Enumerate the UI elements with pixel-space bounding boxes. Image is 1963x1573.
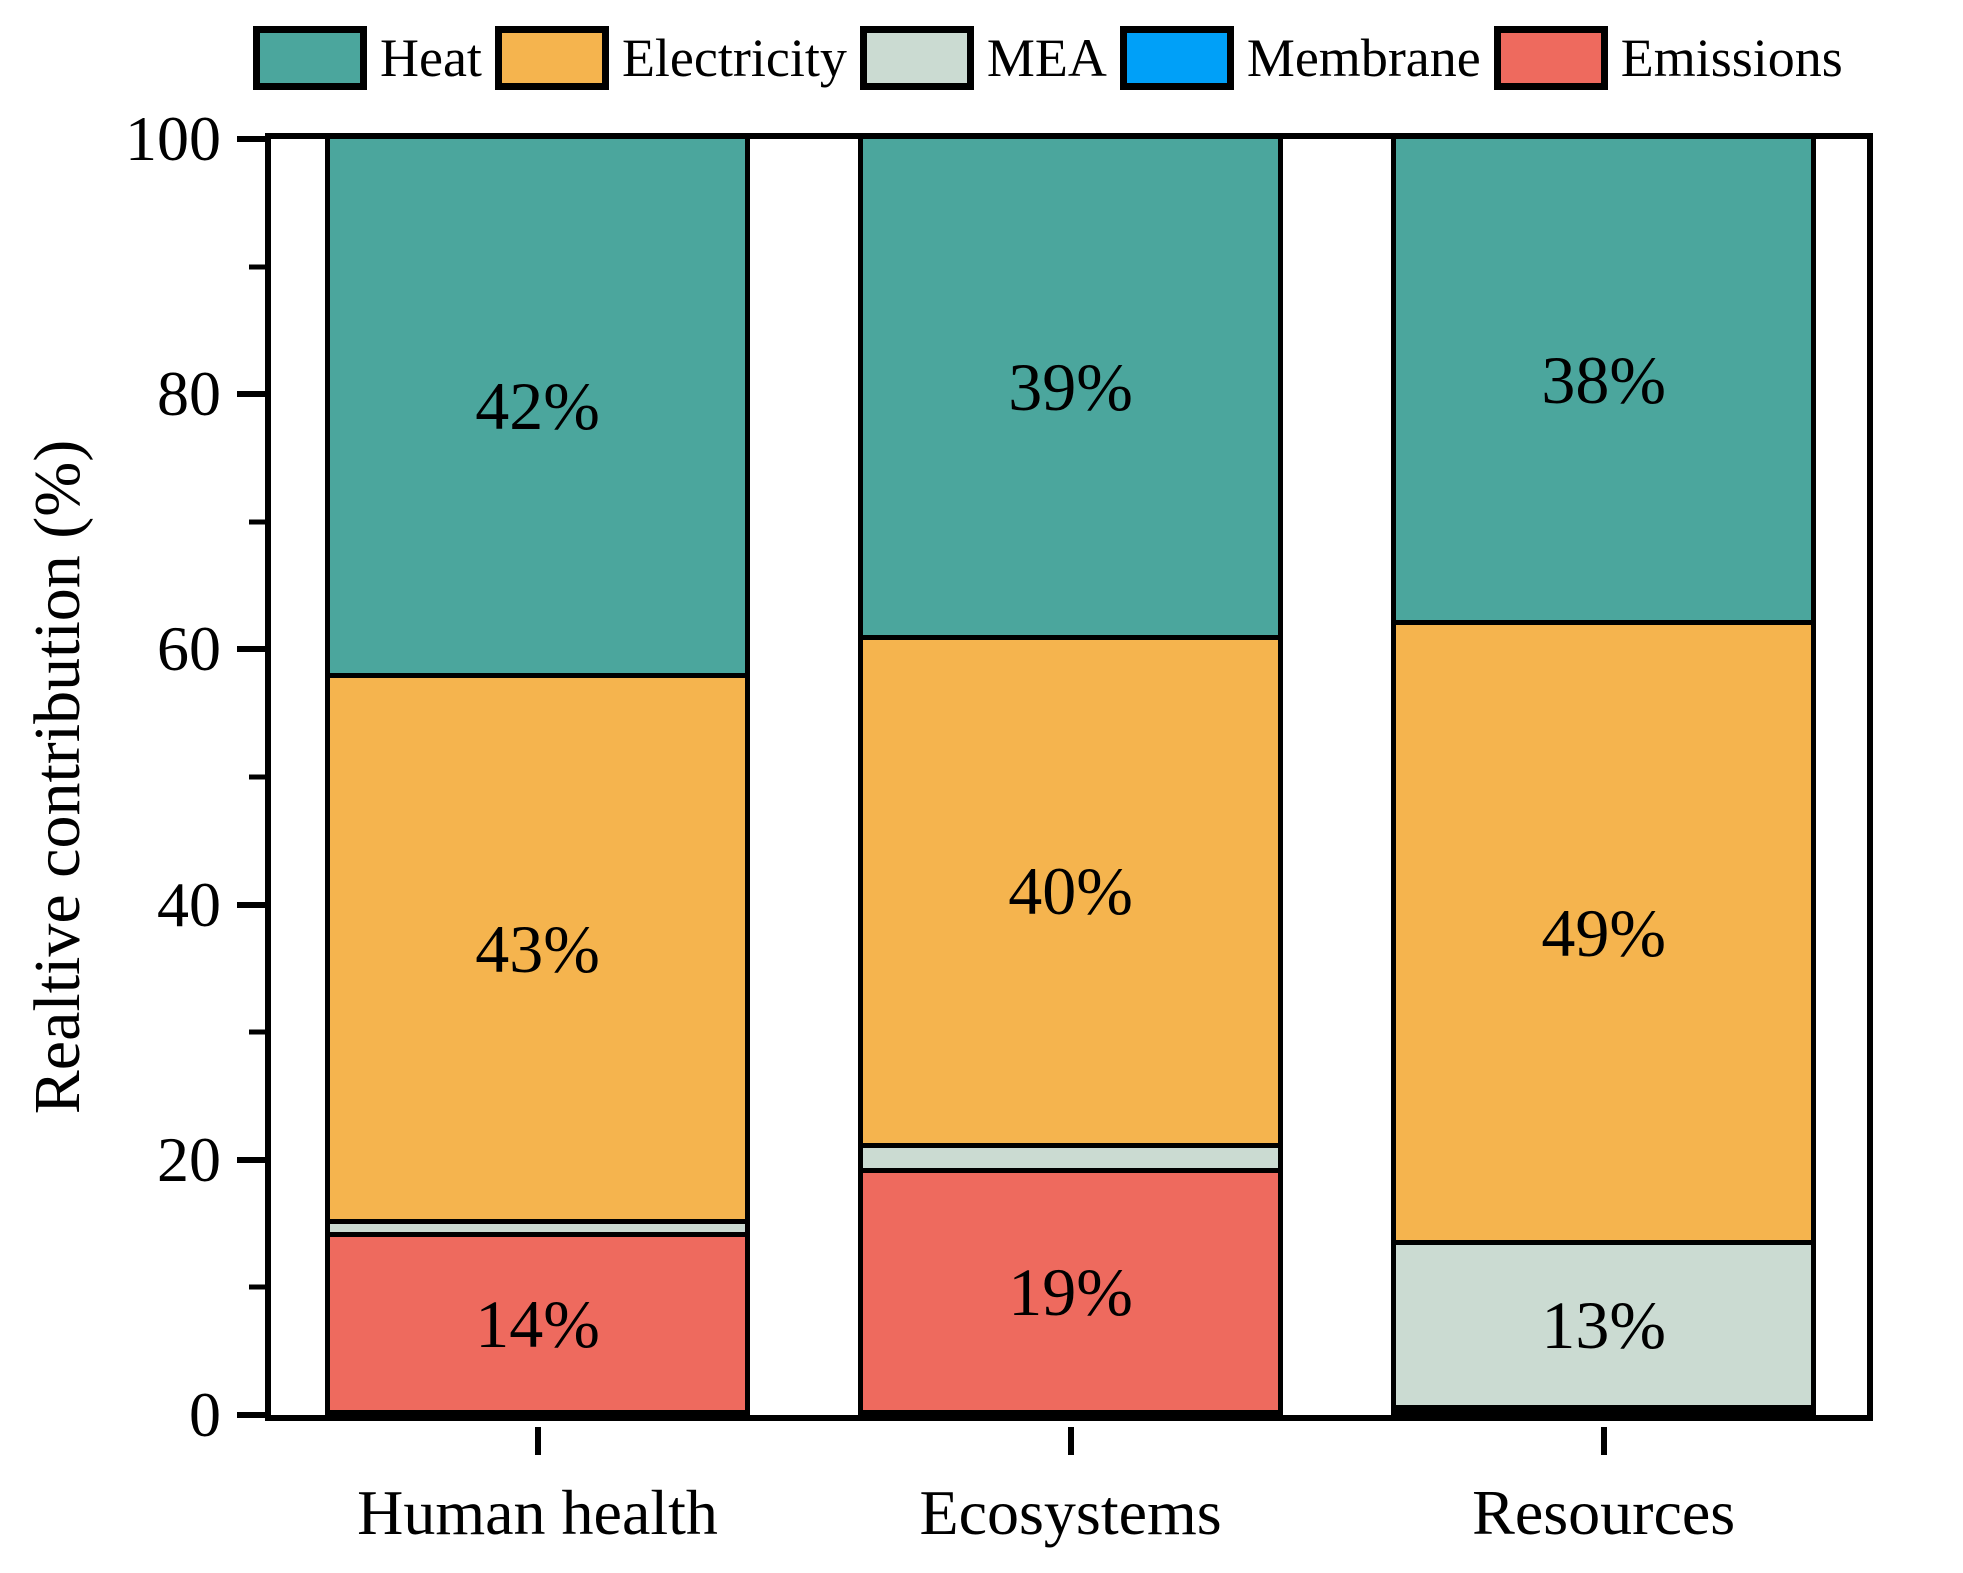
bar-segment-label: 14% [475,1285,600,1362]
bar-ecosystems: 39% 40% 19% [858,139,1283,1415]
legend-item-membrane: Membrane [1119,26,1481,90]
y-tick-minor [249,774,265,780]
legend-label: Heat [380,28,482,88]
bar-segment-label: 49% [1541,894,1666,971]
chart-legend: Heat Electricity MEA Membrane Emissions [253,22,1843,94]
legend-swatch-membrane [1119,26,1234,90]
bar-segment-electricity: 49% [1396,620,1811,1241]
y-tick-major [237,1412,265,1418]
y-tick-label: 40 [157,868,221,940]
y-tick-label: 100 [125,103,221,174]
bar-segment-label: 42% [475,367,600,444]
bar-segment-electricity: 40% [863,634,1278,1144]
y-tick-minor [249,1029,265,1035]
legend-swatch-emissions [1493,26,1608,90]
y-tick-minor [249,264,265,270]
x-tick [534,1427,541,1455]
y-tick-major [237,391,265,398]
legend-label: Membrane [1246,28,1481,88]
bar-segment-electricity: 43% [330,672,745,1220]
y-tick-major [237,1156,265,1163]
bar-segment-mea [330,1219,745,1233]
y-tick-label: 0 [189,1379,221,1450]
bar-human-health: 42% 43% 14% [325,139,750,1415]
x-tick [1600,1427,1607,1455]
bar-segment-label: 13% [1541,1287,1666,1364]
bar-segment-label: 40% [1008,853,1133,930]
bar-segment-label: 43% [475,910,600,987]
y-tick-label: 20 [157,1123,221,1195]
y-tick-minor [249,519,265,525]
legend-swatch-electricity [494,26,609,90]
y-tick-label: 80 [157,358,221,430]
bar-segment-label: 39% [1008,348,1133,425]
x-category-label-human-health: Human health [357,1477,718,1548]
legend-item-mea: MEA [859,26,1107,90]
bar-segment-mea: 13% [1396,1240,1811,1405]
bar-segment-membrane [1396,1404,1811,1410]
legend-item-electricity: Electricity [494,26,847,90]
bar-segment-heat: 42% [330,139,745,673]
legend-label: MEA [986,28,1107,88]
legend-swatch-heat [253,26,367,90]
bar-segment-label: 38% [1541,341,1666,418]
x-tick [1067,1427,1074,1455]
y-axis-title: Realtive contribution (%) [21,439,94,1115]
legend-label: Electricity [621,28,847,88]
bar-segment-heat: 38% [1396,139,1811,621]
legend-item-emissions: Emissions [1493,26,1843,90]
x-category-label-resources: Resources [1472,1477,1736,1548]
bar-segment-emissions: 19% [863,1168,1278,1410]
legend-item-heat: Heat [253,26,482,90]
legend-label: Emissions [1620,28,1843,88]
bar-segment-mea [863,1143,1278,1169]
y-tick-major [237,901,265,908]
y-tick-major [237,646,265,653]
plot-area: 0 20 40 60 80 100 42% 43% 14% 39% 40% 19% 38% 49% 13%… [125,107,1873,1545]
bar-segment-heat: 39% [863,139,1278,635]
x-category-label-ecosystems: Ecosystems [919,1477,1222,1548]
y-tick-major [237,136,265,142]
legend-swatch-mea [859,26,974,90]
bar-segment-label: 19% [1008,1253,1133,1330]
y-tick-label: 60 [157,613,221,685]
bar-segment-emissions: 14% [330,1232,745,1410]
y-tick-minor [249,1284,265,1290]
bar-resources: 38% 49% 13% [1391,139,1816,1415]
